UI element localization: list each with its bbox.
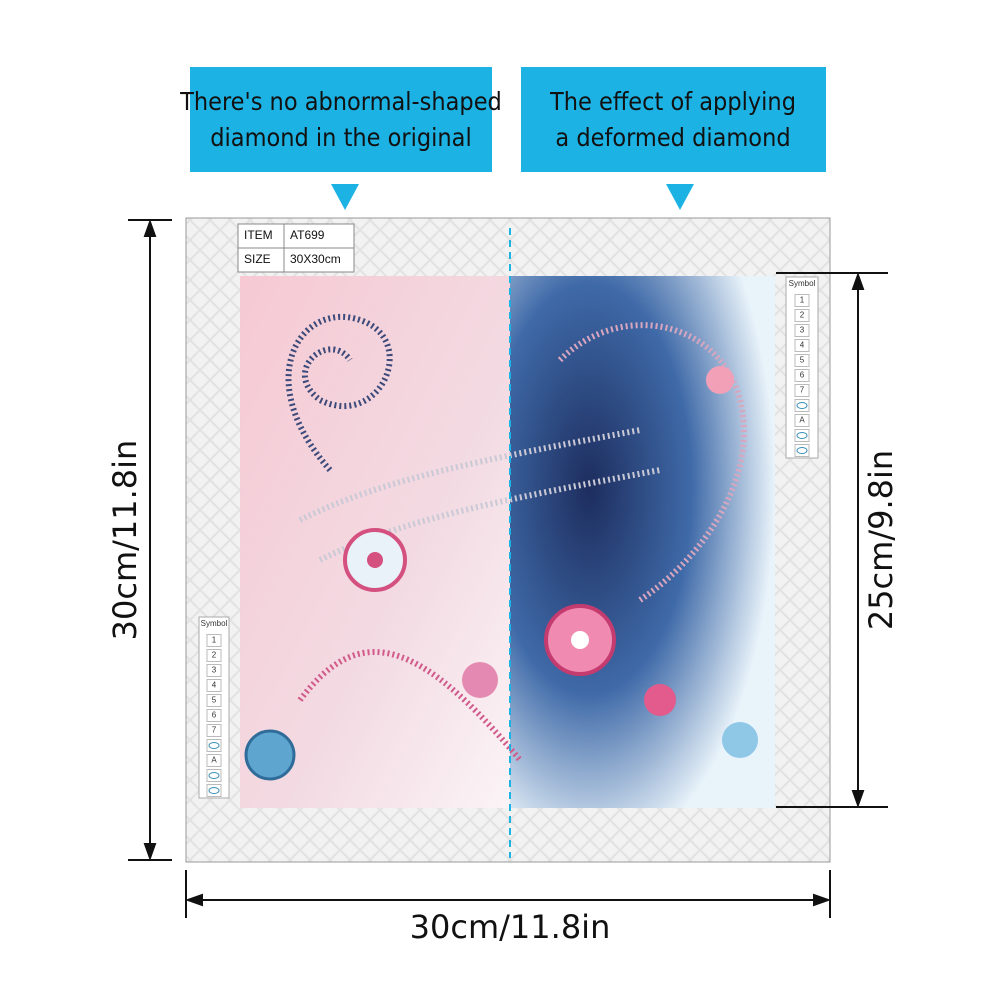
legend-box xyxy=(198,616,230,799)
spec-table: ITEM AT699 SIZE 30X30cm xyxy=(237,223,355,273)
legend-label: 3 xyxy=(800,326,805,335)
legend-label: A xyxy=(211,756,217,765)
legend-label: 2 xyxy=(212,651,217,660)
legend-chip xyxy=(206,769,222,782)
legend-chip xyxy=(794,339,810,352)
legend-chip xyxy=(206,724,222,737)
legend-box xyxy=(785,276,819,459)
artwork-right xyxy=(510,276,775,808)
table-cell: 30X30cm xyxy=(290,252,341,266)
legend-chip xyxy=(794,429,810,442)
legend-chip xyxy=(206,754,222,767)
legend-label: 6 xyxy=(800,371,805,380)
callout-text: a deformed diamond xyxy=(555,123,790,152)
symbol-legend: Symbol 1 2 3 4 5 6 7 A xyxy=(785,276,819,459)
legend-chip xyxy=(206,784,222,797)
legend-chip xyxy=(206,634,222,647)
legend-icon xyxy=(208,787,220,794)
callout-text: There's no abnormal-shaped xyxy=(179,87,502,116)
legend-chip xyxy=(794,369,810,382)
table-cell: ITEM xyxy=(244,228,273,242)
legend-chip xyxy=(206,679,222,692)
callout-text: The effect of applying xyxy=(549,87,796,116)
legend-chip xyxy=(794,354,810,367)
callout-box xyxy=(190,67,492,172)
legend-icon xyxy=(208,772,220,779)
legend-title: Symbol xyxy=(201,619,228,628)
dimension-arrows xyxy=(128,219,888,918)
height-label: 30cm/11.8in xyxy=(106,440,144,641)
width-label: 30cm/11.8in xyxy=(410,908,611,946)
legend-chip xyxy=(206,739,222,752)
legend-label: 7 xyxy=(212,726,217,735)
legend-chip xyxy=(794,309,810,322)
legend-label: 4 xyxy=(800,341,805,350)
legend-chip xyxy=(206,664,222,677)
legend-chip xyxy=(794,414,810,427)
legend-icon xyxy=(796,447,808,454)
table-cell: SIZE xyxy=(244,252,271,266)
callout-box xyxy=(521,67,826,172)
legend-chip xyxy=(794,444,810,457)
image-height-label: 25cm/9.8in xyxy=(862,450,900,630)
pointer xyxy=(666,184,694,210)
legend-label: 7 xyxy=(800,386,805,395)
pointer xyxy=(331,184,359,210)
legend-label: 4 xyxy=(212,681,217,690)
legend-label: A xyxy=(799,416,805,425)
callout-text: diamond in the original xyxy=(210,123,471,152)
legend-label: 6 xyxy=(212,711,217,720)
legend-chip xyxy=(794,399,810,412)
legend-label: 5 xyxy=(212,696,217,705)
legend-chip xyxy=(794,294,810,307)
legend-label: 1 xyxy=(212,636,217,645)
legend-chip xyxy=(206,709,222,722)
artwork-flowers xyxy=(244,366,758,781)
legend-icon xyxy=(796,432,808,439)
legend-label: 5 xyxy=(800,356,805,365)
legend-title: Symbol xyxy=(789,279,816,288)
table-cell: AT699 xyxy=(290,228,325,242)
legend-label: 3 xyxy=(212,666,217,675)
legend-label: 1 xyxy=(800,296,805,305)
legend-label: 2 xyxy=(800,311,805,320)
legend-icon xyxy=(796,402,808,409)
legend-chip xyxy=(206,694,222,707)
legend-icon xyxy=(208,742,220,749)
symbol-legend: Symbol 1 2 3 4 5 6 7 A xyxy=(198,616,230,799)
legend-chip xyxy=(206,649,222,662)
legend-chip xyxy=(794,384,810,397)
legend-chip xyxy=(794,324,810,337)
